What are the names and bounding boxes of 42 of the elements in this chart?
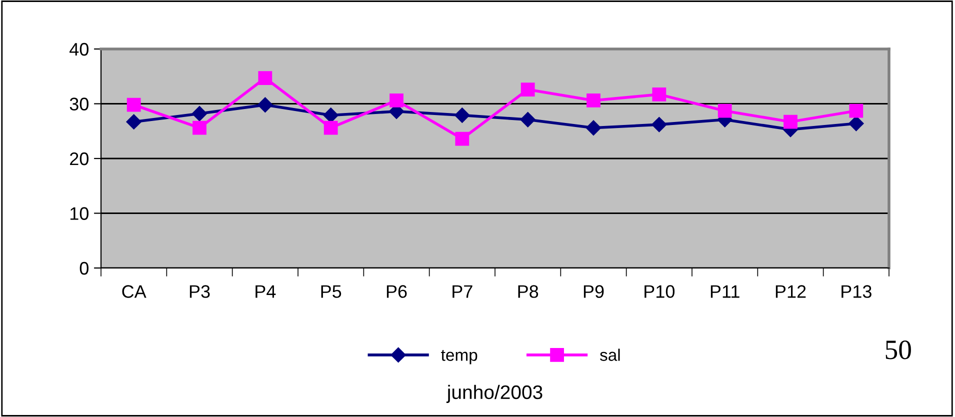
x-tick-label: P4 (256, 285, 276, 298)
point (258, 71, 272, 85)
y-tick-label: 10 (70, 207, 88, 220)
x-tick-label: P5 (321, 285, 342, 298)
point (718, 104, 732, 118)
point (324, 120, 338, 135)
x-tick-label: P7 (452, 285, 472, 298)
point (192, 106, 208, 122)
x-tick-label: P9 (584, 285, 604, 298)
point (520, 112, 536, 128)
x-axis-title: junho/2003 (446, 384, 542, 403)
x-tick-label: P3 (190, 285, 210, 298)
point (586, 94, 600, 108)
point (652, 116, 667, 132)
point (455, 132, 470, 146)
x-tick-label: P13 (842, 285, 872, 298)
point (454, 108, 470, 123)
x-tick-label: CA (122, 285, 146, 298)
y-tick-label: 30 (70, 98, 88, 110)
point (652, 87, 666, 102)
point (126, 98, 141, 112)
point (192, 120, 206, 135)
x-tick-label: P6 (386, 285, 407, 298)
x-tick-label: P10 (644, 285, 675, 298)
text: 50 (886, 340, 911, 360)
x-tick-label: P8 (518, 285, 538, 298)
point (258, 97, 273, 112)
point (390, 94, 404, 108)
point (323, 108, 338, 123)
y-tick-label: 0 (80, 262, 88, 275)
point (849, 104, 864, 118)
x-tick-label: P12 (776, 285, 806, 298)
legend-label: sal (600, 348, 620, 361)
point (586, 120, 602, 136)
point (784, 114, 798, 129)
y-tick-label: 20 (70, 152, 88, 166)
point (126, 114, 142, 130)
point (848, 116, 864, 132)
point (520, 82, 535, 96)
legend-label: temp (441, 350, 478, 364)
y-tick-label: 40 (70, 42, 88, 56)
x-tick-label: P11 (710, 285, 740, 298)
